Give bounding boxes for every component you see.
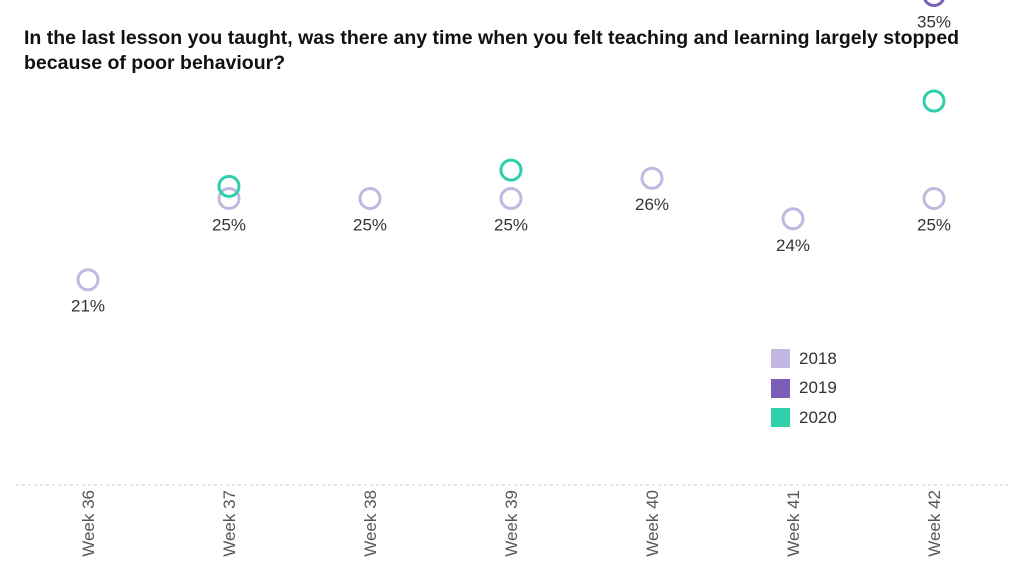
legend-label: 2019 bbox=[799, 378, 837, 398]
legend-swatch bbox=[771, 408, 790, 428]
point-2018 bbox=[358, 187, 382, 210]
legend-label: 2018 bbox=[799, 348, 837, 368]
data-label: 25% bbox=[494, 216, 528, 235]
data-label: 21% bbox=[71, 297, 105, 316]
legend-item: 2019 bbox=[771, 374, 837, 404]
legend-item: 2018 bbox=[771, 344, 837, 374]
point-2018 bbox=[217, 187, 241, 210]
legend-swatch bbox=[771, 378, 790, 398]
legend-item: 2020 bbox=[771, 403, 837, 433]
point-2018 bbox=[76, 268, 100, 292]
point-2020 bbox=[922, 89, 946, 113]
data-label: 25% bbox=[353, 216, 387, 235]
data-label: 35% bbox=[917, 13, 951, 32]
legend-swatch bbox=[771, 349, 790, 369]
point-2020 bbox=[217, 174, 241, 198]
x-tick-label: Week 36 bbox=[79, 490, 98, 557]
point-2018 bbox=[499, 187, 523, 210]
data-label: 26% bbox=[635, 195, 669, 214]
x-tick-label: Week 39 bbox=[502, 490, 521, 557]
legend: 2018 2019 2020 bbox=[771, 344, 837, 433]
legend-label: 2020 bbox=[799, 407, 837, 427]
x-tick-label: Week 41 bbox=[784, 490, 803, 557]
x-tick-label: Week 38 bbox=[361, 490, 380, 557]
data-label: 25% bbox=[917, 216, 951, 235]
point-2018 bbox=[640, 166, 664, 190]
point-2018 bbox=[781, 207, 805, 231]
chart-title: In the last lesson you taught, was there… bbox=[24, 27, 960, 74]
data-label: 25% bbox=[212, 216, 246, 235]
point-2020 bbox=[499, 158, 523, 182]
x-tick-label: Week 40 bbox=[643, 490, 662, 557]
point-2018 bbox=[922, 187, 946, 210]
x-tick-label: Week 37 bbox=[220, 490, 239, 557]
point-2019 bbox=[923, 0, 945, 7]
x-tick-label: Week 42 bbox=[925, 490, 944, 557]
data-label: 24% bbox=[776, 236, 810, 255]
